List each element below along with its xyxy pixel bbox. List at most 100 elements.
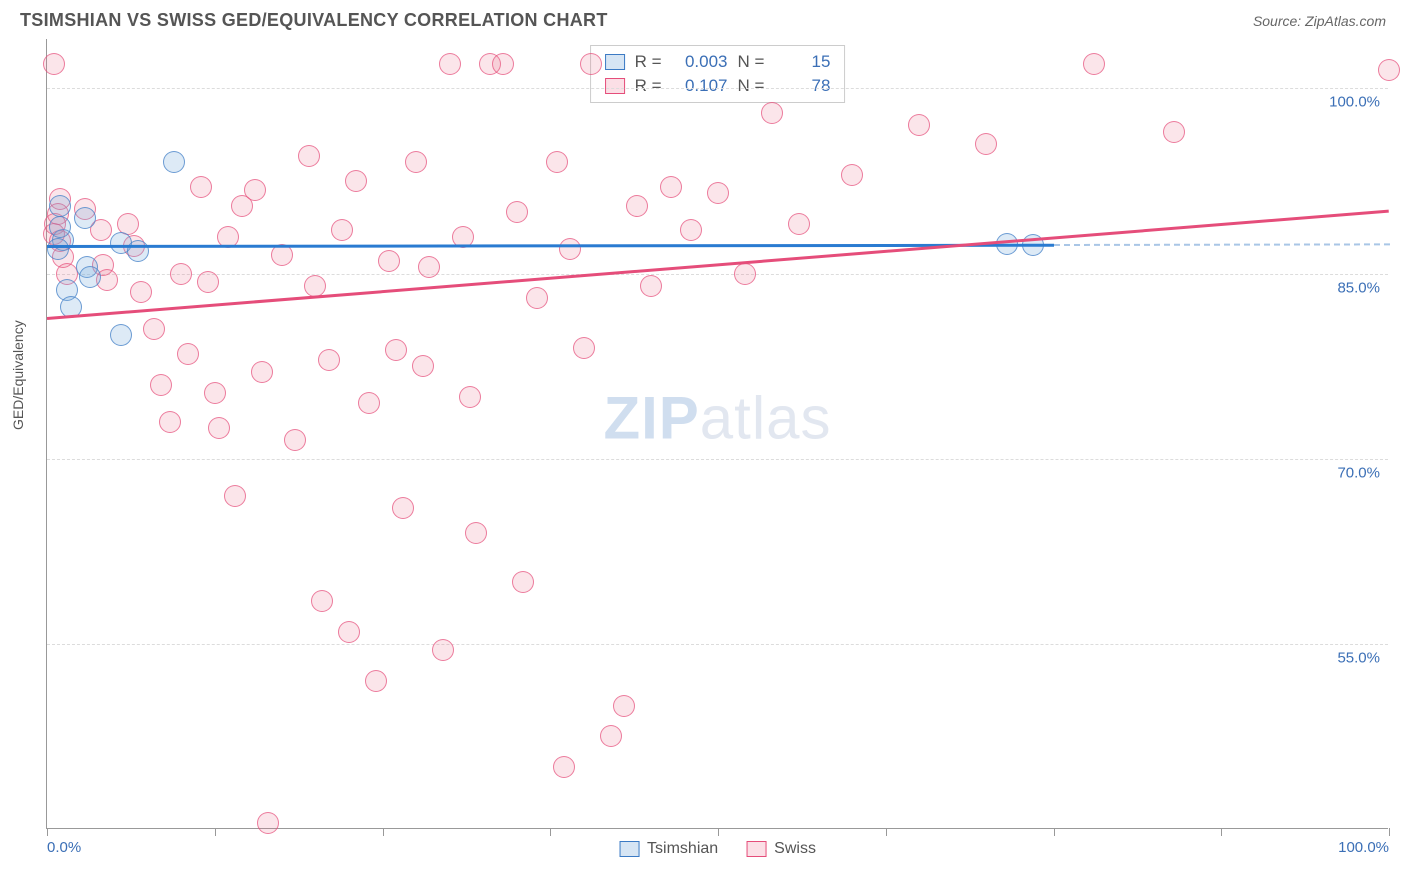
legend-label: Tsimshian bbox=[647, 840, 718, 858]
scatter-marker bbox=[573, 337, 595, 359]
scatter-marker bbox=[257, 812, 279, 834]
scatter-marker bbox=[177, 343, 199, 365]
scatter-marker bbox=[163, 151, 185, 173]
legend-swatch-pink bbox=[746, 841, 766, 857]
scatter-marker bbox=[526, 287, 548, 309]
y-tick-label: 100.0% bbox=[1329, 94, 1380, 111]
scatter-marker bbox=[559, 238, 581, 260]
scatter-marker bbox=[640, 275, 662, 297]
scatter-marker bbox=[271, 244, 293, 266]
scatter-marker bbox=[127, 240, 149, 262]
scatter-marker bbox=[79, 266, 101, 288]
scatter-marker bbox=[208, 417, 230, 439]
scatter-marker bbox=[338, 621, 360, 643]
scatter-marker bbox=[439, 53, 461, 75]
trendline-extrapolated bbox=[1053, 243, 1389, 246]
scatter-marker bbox=[385, 339, 407, 361]
watermark-bold: ZIP bbox=[603, 384, 699, 451]
page-title: TSIMSHIAN VS SWISS GED/EQUIVALENCY CORRE… bbox=[20, 10, 608, 31]
correlation-scatter-chart: ZIPatlas R = 0.003 N = 15 R = 0.107 N = … bbox=[46, 39, 1388, 829]
scatter-marker bbox=[512, 571, 534, 593]
x-tick bbox=[215, 828, 216, 836]
y-tick-label: 70.0% bbox=[1337, 464, 1380, 481]
legend-pair: Swiss bbox=[746, 840, 816, 858]
scatter-marker bbox=[761, 102, 783, 124]
x-tick bbox=[47, 828, 48, 836]
scatter-marker bbox=[412, 355, 434, 377]
scatter-marker bbox=[660, 176, 682, 198]
legend-r-value: 0.003 bbox=[672, 52, 728, 72]
scatter-marker bbox=[311, 590, 333, 612]
watermark: ZIPatlas bbox=[603, 383, 831, 452]
legend-n-value: 78 bbox=[774, 76, 830, 96]
scatter-marker bbox=[788, 213, 810, 235]
scatter-marker bbox=[284, 429, 306, 451]
legend-swatch-pink bbox=[605, 78, 625, 94]
scatter-marker bbox=[358, 392, 380, 414]
scatter-marker bbox=[908, 114, 930, 136]
y-tick-label: 55.0% bbox=[1337, 649, 1380, 666]
scatter-marker bbox=[49, 195, 71, 217]
legend-stats: R = 0.003 N = 15 R = 0.107 N = 78 bbox=[590, 45, 846, 103]
gridline bbox=[47, 88, 1388, 89]
scatter-marker bbox=[224, 485, 246, 507]
legend-r-label: R = bbox=[635, 76, 662, 96]
legend-n-label: N = bbox=[738, 76, 765, 96]
source-attribution: Source: ZipAtlas.com bbox=[1253, 13, 1386, 29]
legend-series: Tsimshian Swiss bbox=[619, 840, 816, 858]
scatter-marker bbox=[378, 250, 400, 272]
legend-n-value: 15 bbox=[774, 52, 830, 72]
scatter-marker bbox=[580, 53, 602, 75]
watermark-rest: atlas bbox=[700, 384, 832, 451]
scatter-marker bbox=[251, 361, 273, 383]
scatter-marker bbox=[734, 263, 756, 285]
scatter-marker bbox=[600, 725, 622, 747]
legend-swatch-blue bbox=[619, 841, 639, 857]
scatter-marker bbox=[331, 219, 353, 241]
gridline bbox=[47, 644, 1388, 645]
legend-stats-row: R = 0.107 N = 78 bbox=[605, 74, 831, 98]
x-tick bbox=[1221, 828, 1222, 836]
scatter-marker bbox=[492, 53, 514, 75]
trendline bbox=[47, 209, 1389, 319]
scatter-marker bbox=[546, 151, 568, 173]
gridline bbox=[47, 274, 1388, 275]
x-tick bbox=[886, 828, 887, 836]
scatter-marker bbox=[465, 522, 487, 544]
scatter-marker bbox=[506, 201, 528, 223]
scatter-marker bbox=[553, 756, 575, 778]
scatter-marker bbox=[392, 497, 414, 519]
scatter-marker bbox=[318, 349, 340, 371]
scatter-marker bbox=[707, 182, 729, 204]
scatter-marker bbox=[204, 382, 226, 404]
scatter-marker bbox=[975, 133, 997, 155]
scatter-marker bbox=[365, 670, 387, 692]
legend-r-label: R = bbox=[635, 52, 662, 72]
scatter-marker bbox=[130, 281, 152, 303]
scatter-marker bbox=[613, 695, 635, 717]
trendline bbox=[47, 244, 1054, 248]
scatter-marker bbox=[1378, 59, 1400, 81]
legend-swatch-blue bbox=[605, 54, 625, 70]
scatter-marker bbox=[459, 386, 481, 408]
scatter-marker bbox=[405, 151, 427, 173]
scatter-marker bbox=[1163, 121, 1185, 143]
scatter-marker bbox=[47, 238, 69, 260]
x-tick bbox=[718, 828, 719, 836]
scatter-marker bbox=[304, 275, 326, 297]
y-tick-label: 85.0% bbox=[1337, 279, 1380, 296]
scatter-marker bbox=[74, 207, 96, 229]
scatter-marker bbox=[432, 639, 454, 661]
x-tick-label: 100.0% bbox=[1338, 839, 1389, 856]
x-tick bbox=[1389, 828, 1390, 836]
scatter-marker bbox=[1083, 53, 1105, 75]
scatter-marker bbox=[244, 179, 266, 201]
scatter-marker bbox=[841, 164, 863, 186]
x-tick bbox=[1054, 828, 1055, 836]
scatter-marker bbox=[626, 195, 648, 217]
scatter-marker bbox=[49, 216, 71, 238]
scatter-marker bbox=[345, 170, 367, 192]
scatter-marker bbox=[43, 53, 65, 75]
scatter-marker bbox=[170, 263, 192, 285]
y-axis-label: GED/Equivalency bbox=[10, 320, 26, 430]
